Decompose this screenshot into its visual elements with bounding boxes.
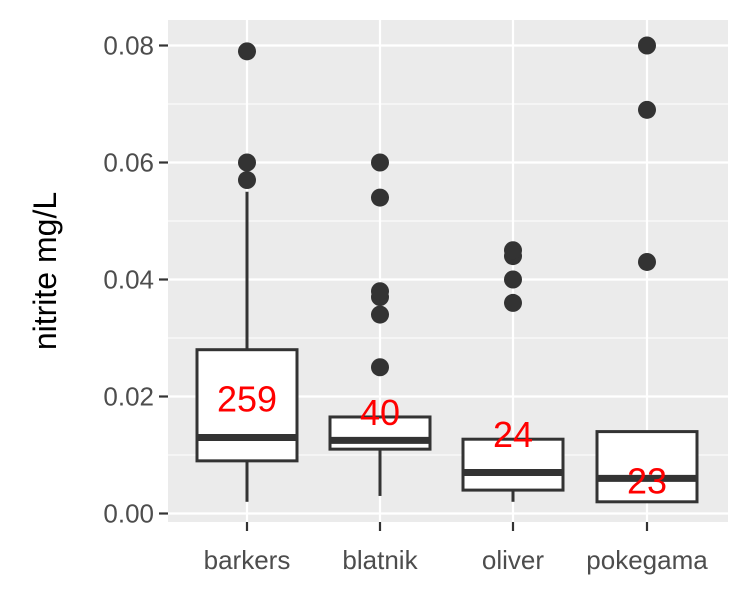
y-tick-label: 0.08	[103, 31, 154, 61]
box-pokegama	[595, 36, 699, 504]
count-label-pokegama: 23	[627, 461, 667, 502]
outlier-point	[638, 36, 656, 55]
box-iqr	[461, 437, 565, 492]
count-label-barkers: 259	[217, 379, 277, 420]
outlier-point	[371, 358, 389, 377]
outlier-point	[638, 252, 656, 271]
y-tick-label: 0.06	[103, 148, 154, 178]
box-oliver	[461, 241, 565, 502]
box-barkers	[195, 42, 299, 502]
outlier-point	[371, 305, 389, 324]
y-tick-label: 0.00	[103, 499, 154, 529]
outlier-point	[504, 241, 522, 260]
x-tick-label: blatnik	[342, 545, 418, 575]
x-tick-label: barkers	[204, 545, 291, 575]
outlier-point	[371, 188, 389, 207]
outlier-point	[504, 293, 522, 312]
y-axis-title: nitrite mg/L	[27, 192, 63, 350]
boxplot-series	[195, 36, 699, 504]
outlier-point	[238, 42, 256, 61]
outlier-point	[638, 100, 656, 119]
outlier-point	[504, 270, 522, 289]
box-iqr	[195, 348, 299, 463]
x-tick-label: pokegama	[586, 545, 708, 575]
count-labels: 259 40 24 23	[217, 379, 667, 502]
count-label-oliver: 24	[493, 414, 533, 455]
outlier-point	[371, 282, 389, 301]
box-blatnik	[328, 153, 432, 496]
x-tick-label: oliver	[482, 545, 544, 575]
count-label-blatnik: 40	[360, 392, 400, 433]
outlier-point	[238, 171, 256, 190]
y-tick-label: 0.02	[103, 382, 154, 412]
x-axis: barkers blatnik oliver pokegama	[204, 522, 708, 575]
outlier-point	[371, 153, 389, 172]
outlier-point	[238, 153, 256, 172]
y-tick-label: 0.04	[103, 265, 154, 295]
box-iqr	[595, 430, 699, 504]
y-axis: 0.00 0.02 0.04 0.06 0.08	[103, 31, 168, 529]
